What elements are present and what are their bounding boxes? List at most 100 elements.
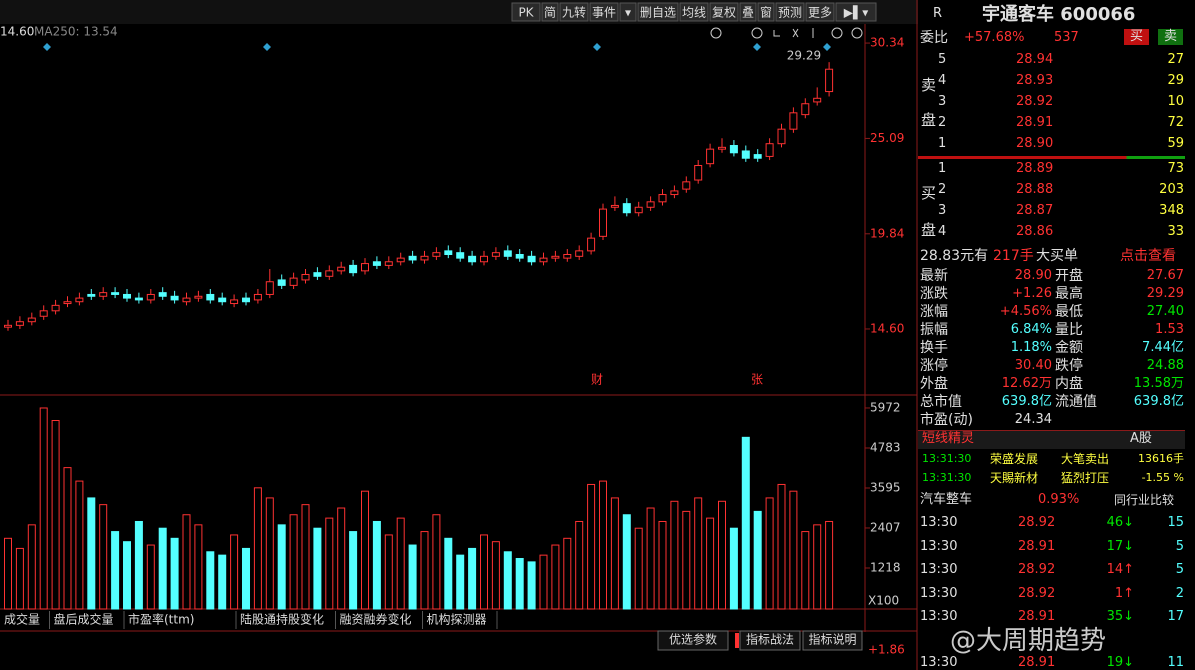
big-order: 点击查看 <box>1120 248 1176 264</box>
candle-body <box>694 164 703 181</box>
ask-side: 盘 <box>921 111 937 129</box>
bid-price: 28.88 <box>1016 182 1054 197</box>
bid-level: 1 <box>938 161 947 176</box>
tab[interactable]: 陆股通持股变化 <box>240 612 324 627</box>
ask-level: 1 <box>938 136 947 151</box>
candle-body <box>170 295 179 301</box>
big-order: 大买单 <box>1036 248 1078 264</box>
compare-button[interactable]: 同行业比较 <box>1114 493 1175 507</box>
candle-body <box>218 297 227 303</box>
ask-level: 5 <box>938 52 947 67</box>
toolbar-button[interactable]: 窗 <box>760 6 772 20</box>
candle-body <box>242 297 250 303</box>
tick-price: 28.91 <box>1018 655 1056 670</box>
volume-bar <box>575 520 584 610</box>
toolbar-button[interactable]: ▾ <box>625 6 631 20</box>
market-button[interactable]: A股 <box>1130 431 1152 446</box>
volume-bar <box>718 500 726 610</box>
candle-body <box>456 252 465 259</box>
candle-body <box>610 204 619 208</box>
toolbar-button-bg <box>637 2 679 22</box>
toolbar-button[interactable]: 复权 <box>712 6 736 20</box>
volume-bar <box>289 514 298 610</box>
volume-bar <box>134 520 143 610</box>
candle-body <box>158 292 167 297</box>
sprite-value: 13616手 <box>1138 452 1184 465</box>
candle-body <box>468 255 477 263</box>
candle-body <box>729 145 738 154</box>
big-order: 28.83元有 <box>920 248 989 264</box>
ask-volume: 59 <box>1167 136 1184 151</box>
candle-body <box>301 273 310 281</box>
toolbar-button[interactable]: 删自选 <box>640 6 676 20</box>
toolbar-button-bg <box>757 2 775 22</box>
stat-label: 跌停 <box>1055 358 1083 374</box>
volume-bar <box>587 483 596 610</box>
candle-body <box>765 143 774 157</box>
volume-bar <box>301 504 310 610</box>
tick-volume: 17↓ <box>1106 538 1134 554</box>
volume-bar <box>158 527 167 610</box>
tick-volume: 1↑ <box>1114 585 1134 601</box>
stat-label: 内盘 <box>1055 376 1083 392</box>
candle-body <box>527 255 536 263</box>
toolbar-button[interactable]: 事件 <box>592 6 616 20</box>
candle-body <box>277 279 286 286</box>
candle-body <box>480 255 488 263</box>
volume-bar <box>539 554 548 610</box>
volume-bar <box>670 500 679 610</box>
volume-bar <box>27 524 36 610</box>
tick-time: 13:30 <box>920 562 958 577</box>
tab[interactable]: 机构探测器 <box>427 612 487 627</box>
toolbar-button-bg <box>739 2 757 22</box>
stat-value: 24.34 <box>1014 412 1052 427</box>
tick-price: 28.92 <box>1018 585 1056 601</box>
ask-price: 28.94 <box>1016 52 1054 67</box>
toolbar-button[interactable]: 预测 <box>778 6 802 20</box>
candle-body <box>432 252 441 257</box>
tab[interactable]: 融资融券变化 <box>340 612 412 627</box>
indicator-button[interactable]: 指标战法 <box>746 632 794 647</box>
tool-icons <box>710 27 863 39</box>
stat-value: 28.90 <box>1014 268 1052 283</box>
toolbar-button[interactable]: 更多 <box>808 6 832 20</box>
volume-bar <box>265 497 274 610</box>
volume-bar <box>682 510 691 610</box>
candle-body <box>753 154 762 159</box>
tab[interactable]: 市盈率(ttm) <box>128 612 194 627</box>
toolbar-button[interactable]: 九转 <box>562 5 586 20</box>
volume-bar <box>396 517 405 610</box>
candle-body <box>718 146 726 150</box>
volume-bar <box>170 537 179 610</box>
volume-bar <box>337 507 346 610</box>
toolbar-button[interactable]: 均线 <box>682 6 706 20</box>
tick-time: 13:30 <box>920 609 958 624</box>
candle-body <box>289 277 298 286</box>
bid-price: 28.86 <box>1016 224 1054 239</box>
sell-button[interactable]: 卖 <box>1158 29 1184 45</box>
candle-body <box>325 270 334 277</box>
candle-body <box>789 112 798 130</box>
indicator-button[interactable]: 优选参数 <box>669 632 717 647</box>
toolbar-button[interactable]: ▶▌▾ <box>844 5 868 20</box>
volume-bar <box>706 517 715 610</box>
volume-bar <box>384 534 393 610</box>
volume-bar <box>777 483 786 610</box>
tab[interactable]: 成交量 <box>4 612 40 627</box>
tab[interactable]: 盘后成交量 <box>54 612 114 627</box>
toolbar-button[interactable]: PK <box>518 6 534 20</box>
toolbar-button[interactable]: 叠 <box>742 6 754 20</box>
bid-volume: 73 <box>1167 161 1184 176</box>
tick-volume: 35↓ <box>1106 609 1134 624</box>
event-marker: 张 <box>751 373 763 387</box>
tick-price: 28.92 <box>1018 515 1056 530</box>
y-tick-label: 25.09 <box>870 131 904 145</box>
legend-ma: MA250: 13.54 <box>34 25 118 39</box>
stat-label: 外盘 <box>920 376 948 392</box>
indicator-button[interactable]: 指标说明 <box>808 632 856 647</box>
volume-bar <box>480 534 488 610</box>
buy-button[interactable]: 买 <box>1124 29 1150 45</box>
candle-body <box>253 293 262 301</box>
stat-value: 12.62万 <box>1001 376 1052 391</box>
toolbar-button[interactable]: 简 <box>544 6 556 20</box>
